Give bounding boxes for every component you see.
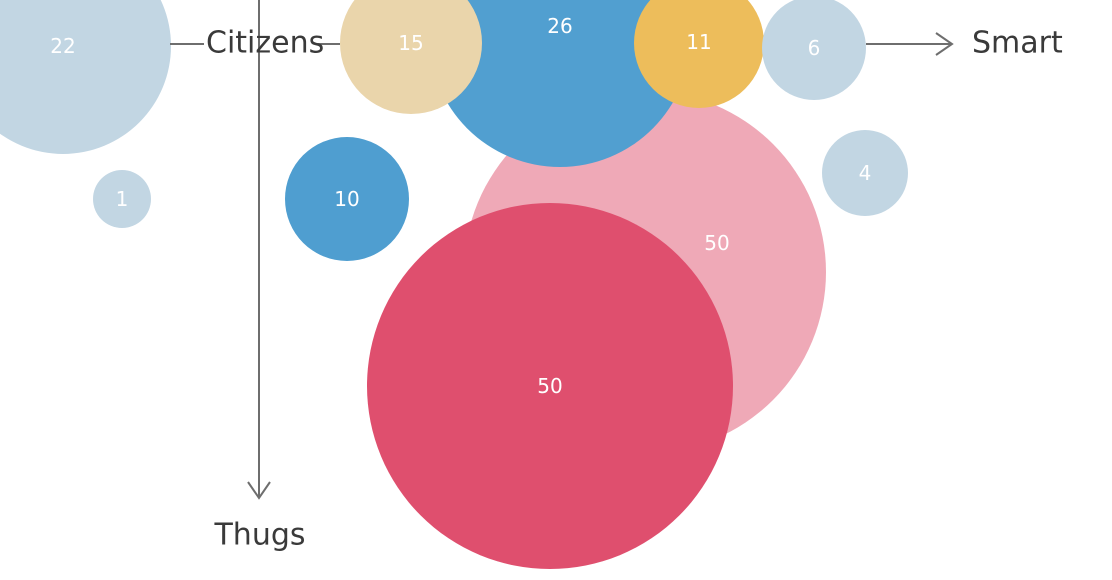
- bubble-label-26-3: 26: [547, 14, 572, 38]
- axes: Citizens Smart Thugs: [170, 0, 1063, 553]
- bubble-label-10-8: 10: [334, 187, 359, 211]
- bubble-label-15-4: 15: [398, 31, 423, 55]
- bubble-11-5: [634, 0, 764, 108]
- bubble-4-7: [822, 130, 908, 216]
- right-arrowhead-icon: [935, 32, 954, 56]
- bubble-15-4: [340, 0, 482, 114]
- bubble-22-0: [0, 0, 171, 154]
- axis-label-thugs: Thugs: [213, 518, 305, 553]
- down-arrowhead-icon: [247, 481, 271, 500]
- bubble-label-11-5: 11: [686, 30, 711, 54]
- bubble-10-8: [285, 137, 409, 261]
- bubbles-layer: 22 1 50 26 15 11 6 4 10 50: [0, 0, 908, 569]
- bubble-label-50-2: 50: [704, 231, 729, 255]
- axis-label-citizens: Citizens: [206, 26, 324, 61]
- axis-label-smart: Smart: [972, 26, 1063, 61]
- bubble-label-1-1: 1: [116, 187, 129, 211]
- bubble-1-1: [93, 170, 151, 228]
- bubble-label-6-6: 6: [808, 36, 821, 60]
- bubble-6-6: [762, 0, 866, 100]
- bubble-label-50-9: 50: [537, 374, 562, 398]
- bubble-50-9: [367, 203, 733, 569]
- bubble-label-22-0: 22: [50, 34, 75, 58]
- bubble-label-4-7: 4: [859, 161, 872, 185]
- bubble-26-3: [429, 0, 691, 167]
